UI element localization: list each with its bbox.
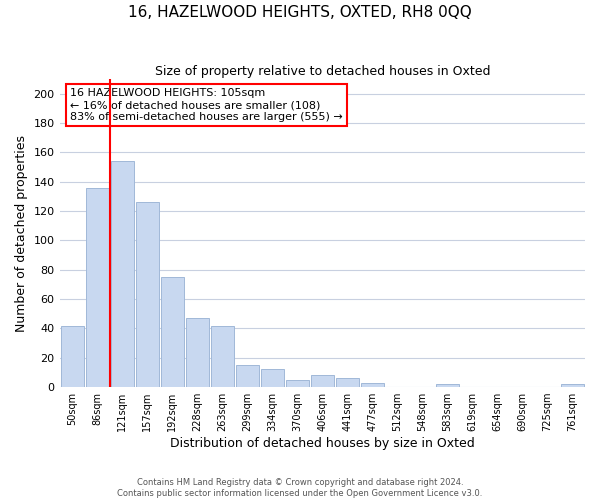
Bar [336, 378, 359, 387]
Bar [436, 384, 459, 387]
X-axis label: Distribution of detached houses by size in Oxted: Distribution of detached houses by size … [170, 437, 475, 450]
Text: Contains HM Land Registry data © Crown copyright and database right 2024.
Contai: Contains HM Land Registry data © Crown c… [118, 478, 482, 498]
Bar [261, 370, 284, 387]
Bar [61, 326, 83, 387]
Text: 16, HAZELWOOD HEIGHTS, OXTED, RH8 0QQ: 16, HAZELWOOD HEIGHTS, OXTED, RH8 0QQ [128, 5, 472, 20]
Bar [286, 380, 309, 387]
Bar [311, 376, 334, 387]
Text: 16 HAZELWOOD HEIGHTS: 105sqm
← 16% of detached houses are smaller (108)
83% of s: 16 HAZELWOOD HEIGHTS: 105sqm ← 16% of de… [70, 88, 343, 122]
Bar [236, 365, 259, 387]
Bar [86, 188, 109, 387]
Bar [211, 326, 233, 387]
Bar [136, 202, 158, 387]
Title: Size of property relative to detached houses in Oxted: Size of property relative to detached ho… [155, 65, 490, 78]
Bar [561, 384, 584, 387]
Y-axis label: Number of detached properties: Number of detached properties [15, 134, 28, 332]
Bar [361, 382, 384, 387]
Bar [185, 318, 209, 387]
Bar [161, 277, 184, 387]
Bar [110, 162, 134, 387]
